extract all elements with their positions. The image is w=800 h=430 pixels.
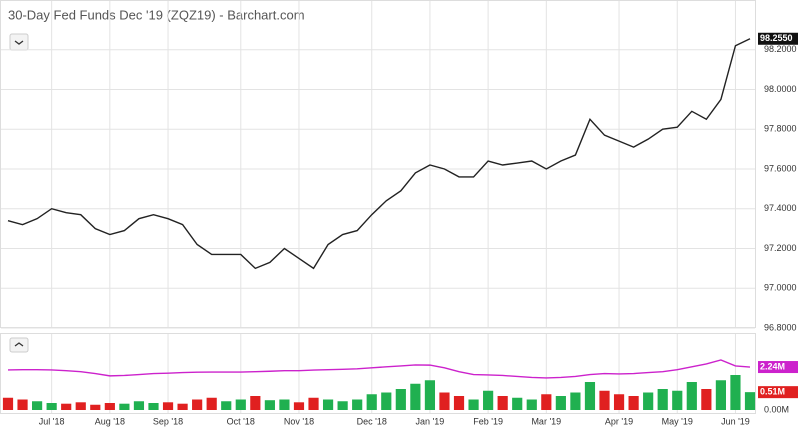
x-tick-label: Nov '18 bbox=[284, 416, 314, 426]
value-label: 2.24M bbox=[760, 361, 785, 371]
bar bbox=[453, 396, 465, 410]
bar bbox=[701, 389, 712, 410]
bar bbox=[235, 399, 246, 410]
bar bbox=[686, 382, 697, 410]
line bbox=[7, 359, 751, 379]
y-tick-label: 97.4000 bbox=[764, 203, 797, 213]
bar bbox=[177, 403, 188, 410]
x-tick-label: Feb '19 bbox=[473, 416, 503, 426]
bar bbox=[672, 390, 683, 410]
bar bbox=[555, 396, 566, 410]
x-tick-label: Sep '18 bbox=[153, 416, 183, 426]
bar bbox=[657, 389, 668, 410]
bar bbox=[395, 389, 406, 410]
value-label-box bbox=[758, 32, 798, 45]
bar bbox=[541, 394, 552, 410]
collapse-button[interactable] bbox=[9, 33, 29, 51]
bar bbox=[599, 390, 610, 410]
x-tick-label: Apr '19 bbox=[605, 416, 633, 426]
y-tick-label: 98.0000 bbox=[764, 84, 797, 94]
x-tick-label: May '19 bbox=[662, 416, 693, 426]
bar bbox=[119, 403, 130, 410]
bar bbox=[322, 399, 334, 410]
bar bbox=[75, 402, 86, 410]
bar bbox=[584, 382, 596, 410]
x-tick-label: Dec '18 bbox=[357, 416, 387, 426]
y-tick-label: 96.8000 bbox=[764, 322, 797, 332]
bar bbox=[2, 397, 14, 410]
bar bbox=[410, 383, 421, 410]
value-label: 98.2550 bbox=[760, 33, 793, 43]
y-tick-label: 97.2000 bbox=[764, 243, 797, 253]
bar bbox=[366, 394, 377, 410]
bar bbox=[32, 401, 43, 410]
bar bbox=[192, 399, 203, 410]
bar bbox=[439, 392, 450, 410]
bar bbox=[104, 403, 115, 410]
bar bbox=[46, 403, 57, 410]
bar bbox=[352, 399, 363, 410]
bar bbox=[497, 396, 508, 410]
bar bbox=[512, 397, 523, 410]
y-tick-label: 97.6000 bbox=[764, 163, 797, 173]
y-tick-label: 97.0000 bbox=[764, 283, 797, 293]
bar bbox=[90, 404, 101, 410]
x-tick-label: Jun '19 bbox=[721, 416, 750, 426]
x-tick-label: Aug '18 bbox=[95, 416, 125, 426]
bar bbox=[483, 390, 494, 410]
bar bbox=[570, 392, 581, 410]
line bbox=[7, 38, 751, 270]
value-label-box bbox=[758, 386, 798, 399]
x-tick-label: Jan '19 bbox=[416, 416, 445, 426]
bar bbox=[613, 394, 625, 410]
bar bbox=[526, 399, 537, 410]
bar bbox=[744, 392, 756, 410]
volume-panel bbox=[0, 333, 756, 414]
bar bbox=[61, 403, 72, 410]
bar bbox=[279, 399, 290, 410]
y-tick-label: 98.2000 bbox=[764, 44, 797, 54]
y-tick-label: 0.00M bbox=[764, 404, 789, 414]
y-tick-label: 97.8000 bbox=[764, 124, 797, 134]
bar bbox=[308, 397, 319, 410]
bar bbox=[162, 402, 174, 410]
bar bbox=[133, 401, 145, 410]
value-label-box bbox=[758, 361, 798, 374]
bar bbox=[293, 402, 305, 410]
bar bbox=[381, 392, 392, 410]
bar bbox=[221, 401, 232, 410]
bar bbox=[264, 400, 275, 410]
bar bbox=[715, 380, 726, 410]
chart-title: 30-Day Fed Funds Dec '19 (ZQZ19) - Barch… bbox=[8, 7, 305, 22]
bar bbox=[206, 397, 217, 410]
bar bbox=[730, 375, 741, 410]
bar bbox=[468, 399, 479, 410]
bar bbox=[643, 392, 654, 410]
bar bbox=[628, 396, 639, 410]
x-tick-label: Mar '19 bbox=[531, 416, 561, 426]
bar bbox=[17, 399, 28, 410]
collapse-button[interactable] bbox=[9, 337, 29, 353]
value-label: 0.51M bbox=[760, 387, 785, 397]
bar bbox=[337, 401, 348, 410]
x-tick-label: Oct '18 bbox=[227, 416, 255, 426]
bar bbox=[250, 396, 261, 410]
bar bbox=[148, 403, 159, 410]
x-tick-label: Jul '18 bbox=[39, 416, 65, 426]
bar bbox=[424, 380, 436, 410]
